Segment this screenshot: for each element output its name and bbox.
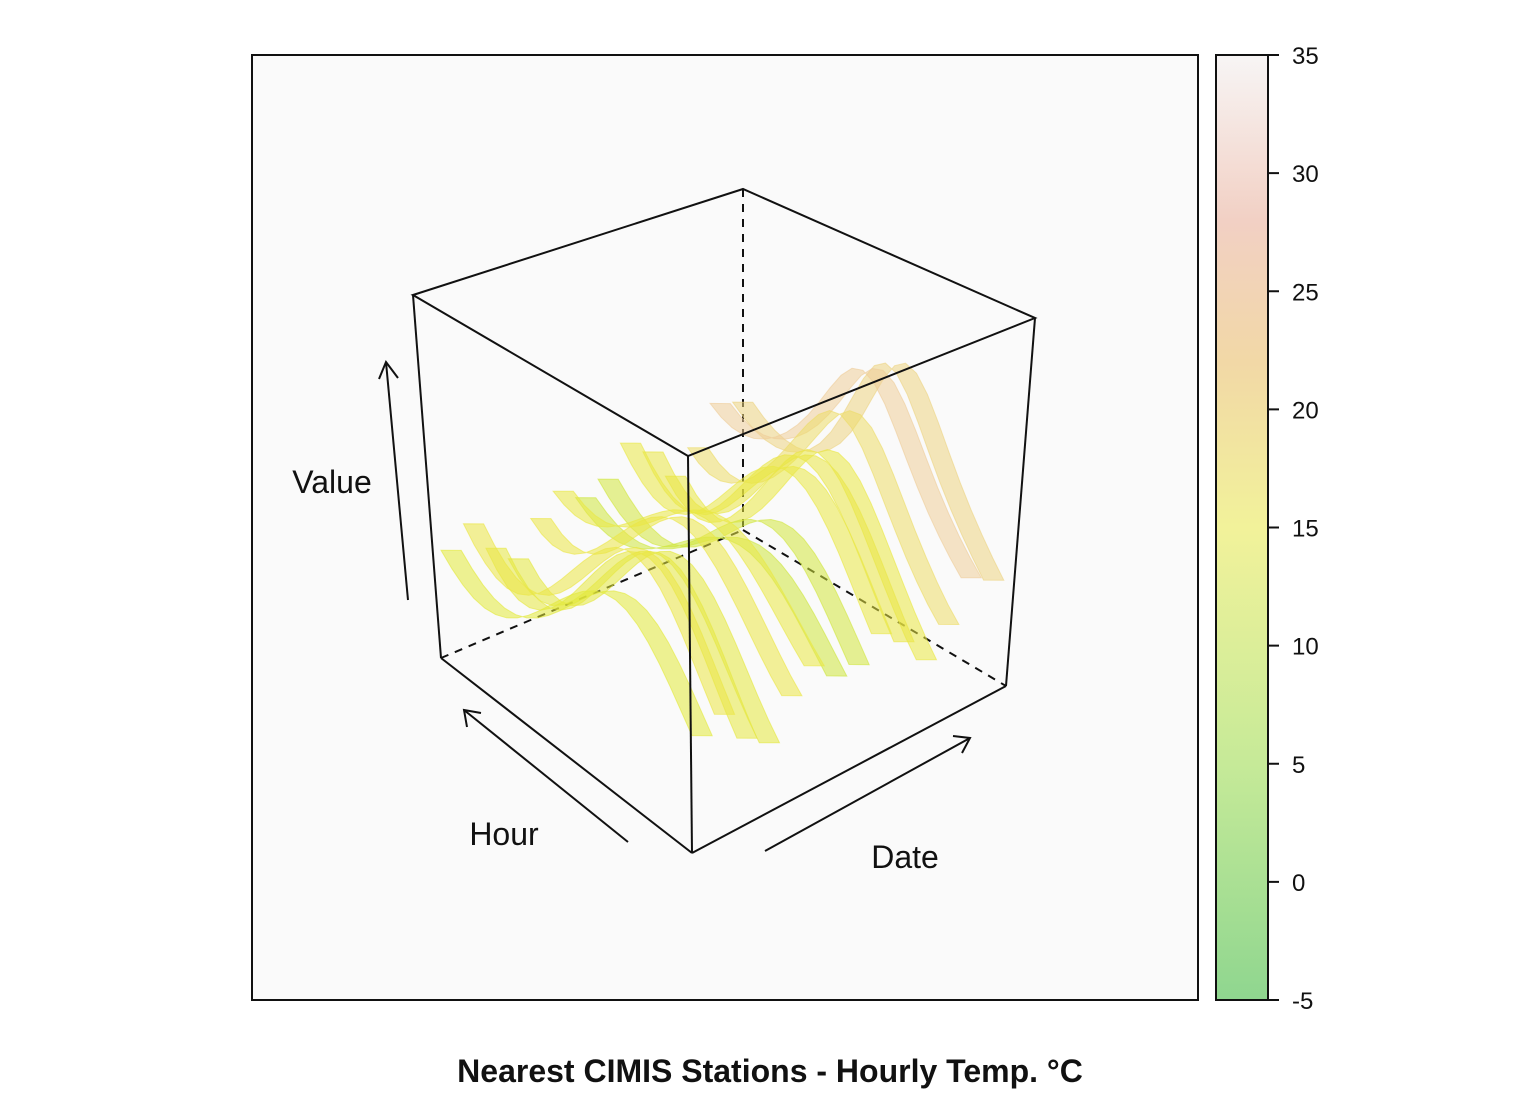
colorkey-tick-label: 10 bbox=[1292, 634, 1319, 661]
chart-title: Nearest CIMIS Stations - Hourly Temp. °C bbox=[457, 1053, 1083, 1089]
surface-ribbon bbox=[440, 549, 713, 737]
surface-ribbon bbox=[462, 523, 736, 715]
colorkey-ticks: 35 30 25 20 15 10 5 0 -5 bbox=[1268, 43, 1319, 1015]
colorkey-tick-label: 15 bbox=[1292, 516, 1319, 543]
colorkey-tick-label: 25 bbox=[1292, 279, 1319, 306]
date-axis-arrow bbox=[764, 735, 972, 852]
panel-frame bbox=[251, 54, 1199, 1001]
surface-ribbon bbox=[529, 516, 803, 697]
cube-edge-bottom-left bbox=[440, 657, 693, 854]
cube-edge-bottom-right bbox=[691, 685, 1007, 854]
colorkey-tick-label: 20 bbox=[1292, 397, 1319, 424]
cube-edge-front bbox=[687, 455, 693, 854]
cube-visible-edges bbox=[410, 187, 1038, 854]
colorkey-tick-label: 5 bbox=[1292, 752, 1305, 779]
hour-axis-label: Hour bbox=[469, 816, 539, 852]
value-axis-arrow bbox=[378, 359, 409, 601]
hidden-edge-left bbox=[440, 529, 744, 659]
colorkey-tick-label: 35 bbox=[1292, 43, 1319, 70]
colorkey-tick-label: -5 bbox=[1292, 988, 1313, 1015]
cube-edge-back-left bbox=[412, 294, 442, 659]
date-axis-label: Date bbox=[871, 839, 939, 875]
value-axis-label: Value bbox=[292, 464, 371, 500]
surface-ribbon bbox=[664, 448, 938, 661]
colorkey-tick-label: 30 bbox=[1292, 161, 1319, 188]
cube-edge-back-right bbox=[1005, 317, 1036, 687]
surface-ribbon bbox=[619, 442, 893, 635]
hour-axis-arrow bbox=[462, 708, 629, 843]
colorkey-tick-label: 0 bbox=[1292, 870, 1305, 897]
colorkey-bar bbox=[1216, 55, 1268, 1000]
